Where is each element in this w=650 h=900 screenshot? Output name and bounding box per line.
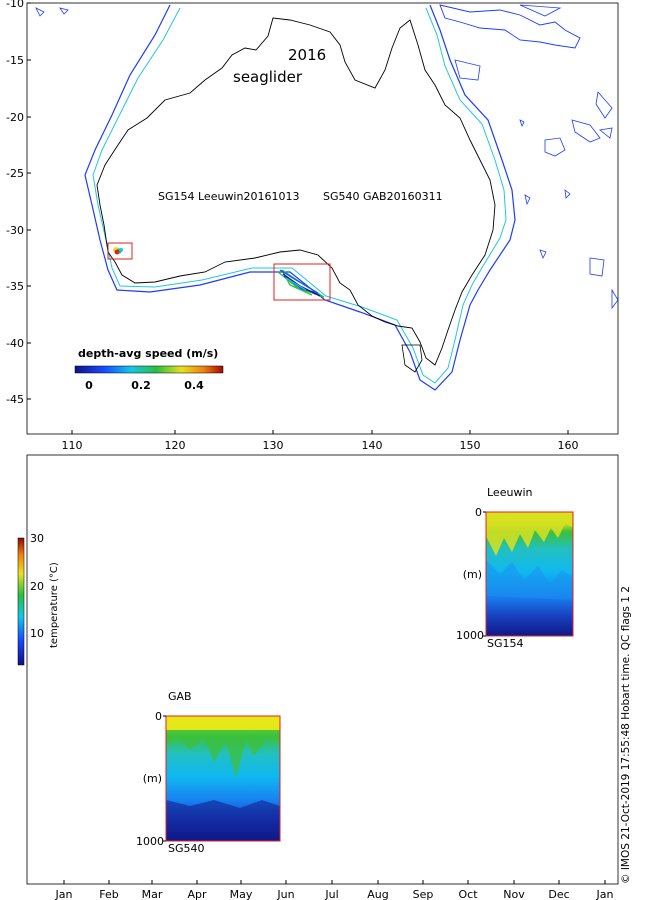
isobath-200m-line xyxy=(92,7,507,384)
lat-tick-label: -25 xyxy=(6,167,24,180)
profile-depth-top: 0 xyxy=(155,710,162,723)
sg540-mission-box[interactable] xyxy=(273,263,331,301)
timeline-panel: Jan Feb Mar Apr May Jun Jul Aug Sep Oct … xyxy=(17,454,632,900)
leeuwin-mixed-layer xyxy=(486,512,573,556)
island-outline xyxy=(35,7,45,17)
island-outline xyxy=(544,137,566,157)
leeuwin-thermocline xyxy=(486,560,573,600)
temperature-colorbar-label: temperature (°C) xyxy=(49,562,60,648)
speed-colorbar: depth-avg speed (m/s) 0 0.2 0.4 xyxy=(74,347,224,392)
month-tick-label: Jan xyxy=(55,888,73,900)
temperature-colorbar-gradient xyxy=(17,537,25,666)
lon-axis: 110 120 130 140 150 160 xyxy=(62,430,579,452)
profile-depth-unit: (m) xyxy=(143,772,162,785)
lon-tick-label: 130 xyxy=(263,439,284,452)
leeuwin-profile-panel: Leeuwin 0 (m) 1000 SG154 xyxy=(456,486,574,650)
island-outline xyxy=(519,119,525,128)
month-tick-label: Mar xyxy=(142,888,163,900)
profile-glider-label: SG540 xyxy=(168,842,205,855)
island-outline xyxy=(599,127,613,139)
temperature-colorbar-tick: 20 xyxy=(30,580,44,593)
new-guinea-outline xyxy=(439,4,581,49)
profile-glider-label: SG154 xyxy=(487,637,524,650)
island-outline xyxy=(595,91,613,119)
lon-tick-label: 160 xyxy=(558,439,579,452)
temperature-colorbar-tick: 10 xyxy=(30,627,44,640)
temperature-colorbar: 30 20 10 temperature (°C) xyxy=(17,532,60,666)
lat-tick-label: -10 xyxy=(6,0,24,10)
lon-tick-label: 140 xyxy=(362,439,383,452)
tasmania-coastline xyxy=(401,344,423,373)
island-outline xyxy=(524,194,531,206)
lat-tick-label: -15 xyxy=(6,54,24,67)
map-title-label: seaglider xyxy=(233,68,303,86)
island-outline xyxy=(564,189,571,199)
sg154-glider-track xyxy=(113,247,123,255)
speed-colorbar-tick: 0.4 xyxy=(184,379,204,392)
month-tick-label: Aug xyxy=(367,888,388,900)
temperature-colorbar-tick: 30 xyxy=(30,532,44,545)
month-axis: Jan Feb Mar Apr May Jun Jul Aug Sep Oct … xyxy=(55,880,614,900)
month-tick-label: Apr xyxy=(187,888,207,900)
sg540-glider-track xyxy=(277,269,325,298)
map-panel: -10 -15 -20 -25 -30 -35 -40 -45 110 120 … xyxy=(6,0,619,452)
timeline-axes-frame xyxy=(26,454,619,885)
month-tick-label: Dec xyxy=(548,888,569,900)
profile-depth-bottom: 1000 xyxy=(456,629,484,642)
lat-tick-label: -40 xyxy=(6,337,24,350)
map-title-year: 2016 xyxy=(288,46,326,64)
lon-tick-label: 120 xyxy=(165,439,186,452)
month-tick-label: Feb xyxy=(99,888,118,900)
speed-colorbar-gradient xyxy=(74,365,224,374)
island-outline xyxy=(589,257,605,277)
island-outline xyxy=(59,7,69,15)
imos-credit: © IMOS 21-Oct-2019 17:55:48 Hobart time.… xyxy=(620,586,632,884)
profile-depth-bottom: 1000 xyxy=(136,835,164,848)
island-outline xyxy=(611,288,618,310)
island-outline xyxy=(539,249,547,259)
island-outline xyxy=(571,119,601,143)
speed-colorbar-tick: 0 xyxy=(85,379,93,392)
lat-tick-label: -30 xyxy=(6,224,24,237)
gab-thermocline xyxy=(166,730,280,778)
lat-tick-label: -20 xyxy=(6,111,24,124)
gab-deep-layer xyxy=(166,800,280,841)
lat-axis: -10 -15 -20 -25 -30 -35 -40 -45 xyxy=(6,0,31,406)
gab-mixed-layer xyxy=(166,716,280,730)
lat-tick-label: -45 xyxy=(6,393,24,406)
island-outline xyxy=(454,59,481,81)
sg154-mission-box[interactable] xyxy=(107,242,133,260)
profile-depth-top: 0 xyxy=(475,506,482,519)
isobath-deep-line xyxy=(84,4,516,391)
month-tick-label: May xyxy=(230,888,253,900)
profile-region-label: GAB xyxy=(168,690,192,703)
lon-tick-label: 110 xyxy=(62,439,83,452)
gab-profile-frame xyxy=(165,715,281,842)
month-tick-label: Sep xyxy=(413,888,434,900)
gab-profile-panel: GAB 0 (m) 1000 SG540 xyxy=(136,690,281,855)
sg540-mission-label: SG540 GAB20160311 xyxy=(323,190,443,203)
profile-depth-unit: (m) xyxy=(463,568,482,581)
map-axes-frame xyxy=(26,2,619,435)
speed-colorbar-tick: 0.2 xyxy=(131,379,151,392)
month-tick-label: Oct xyxy=(458,888,478,900)
speed-colorbar-title: depth-avg speed (m/s) xyxy=(78,347,218,360)
island-outline xyxy=(519,4,562,17)
month-tick-label: Jul xyxy=(324,888,338,900)
month-tick-label: Jan xyxy=(596,888,614,900)
lon-tick-label: 150 xyxy=(460,439,481,452)
profile-region-label: Leeuwin xyxy=(487,486,532,499)
leeuwin-profile-frame xyxy=(485,511,574,637)
sg154-mission-label: SG154 Leeuwin20161013 xyxy=(158,190,299,203)
month-tick-label: Jun xyxy=(276,888,294,900)
month-tick-label: Nov xyxy=(503,888,525,900)
australia-coastline xyxy=(96,17,496,366)
lat-tick-label: -35 xyxy=(6,280,24,293)
